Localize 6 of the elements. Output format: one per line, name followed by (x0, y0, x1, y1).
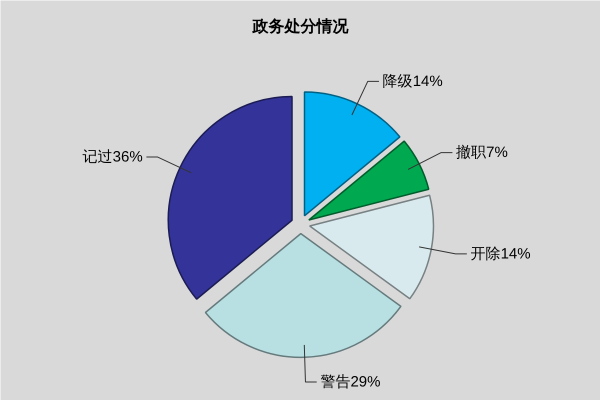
slice-label: 开除14% (470, 245, 531, 262)
slice-label: 降级14% (382, 72, 443, 90)
slice-label: 记过36% (82, 148, 143, 166)
slice-label: 撤职7% (456, 144, 508, 162)
chart-title: 政务处分情况 (252, 18, 350, 36)
slice-label: 警告29% (320, 374, 380, 391)
